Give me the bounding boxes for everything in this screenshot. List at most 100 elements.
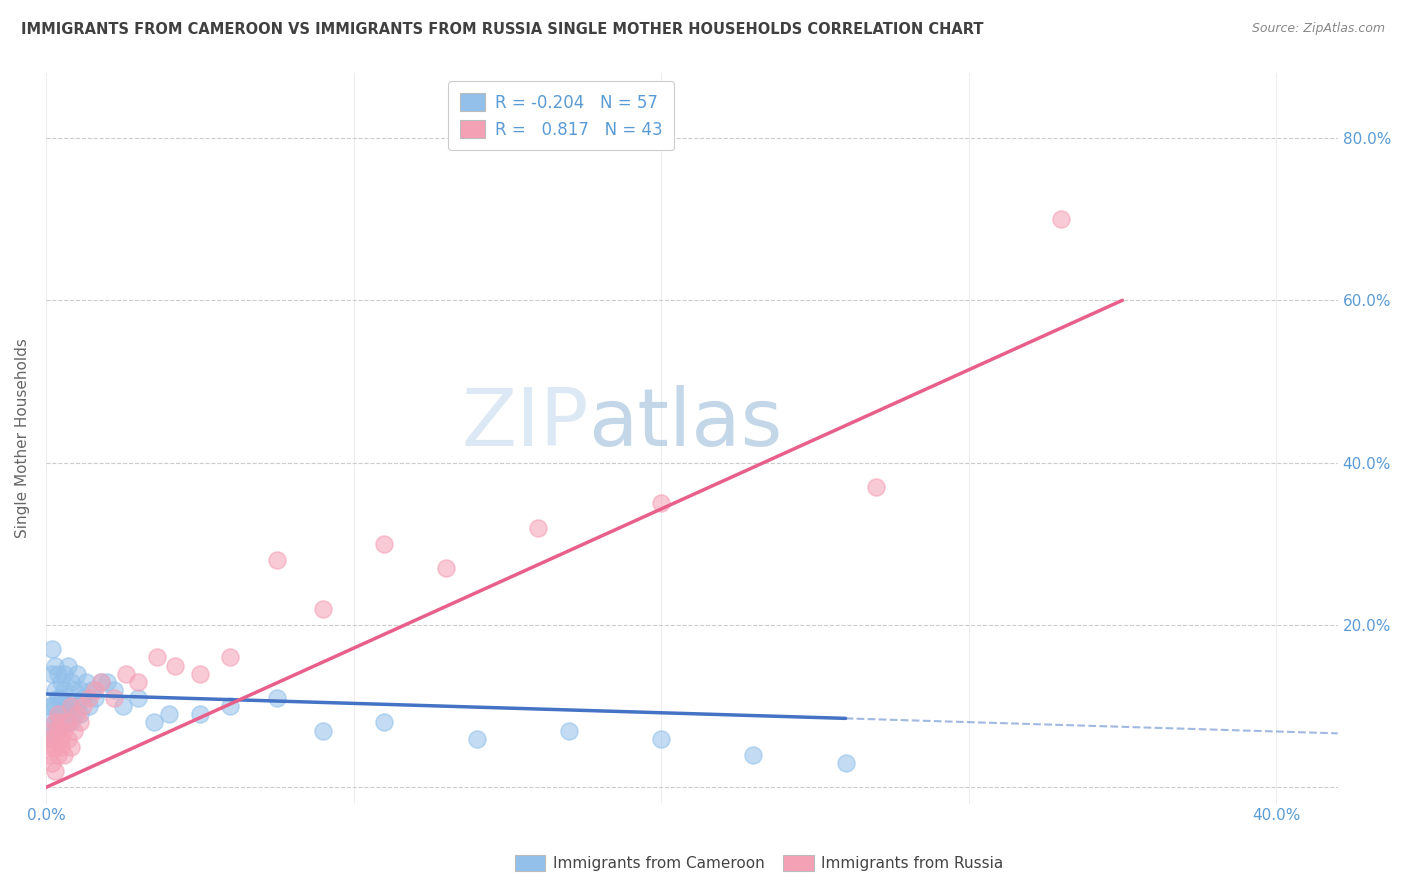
Point (62, 723, 84, 738)
Point (127, 674, 149, 689)
Point (53, 683, 76, 698)
Point (46, 666, 69, 681)
Point (66, 699, 89, 714)
Point (373, 715, 395, 730)
Point (38, 731, 60, 746)
Point (59, 715, 82, 730)
Point (46, 747, 69, 762)
Text: atlas: atlas (589, 384, 783, 463)
Point (38, 715, 60, 730)
Point (165, 658, 187, 673)
Point (66, 707, 89, 722)
Point (44, 715, 66, 730)
Point (1050, 212, 1073, 227)
Point (188, 666, 211, 681)
Point (558, 723, 581, 738)
Point (51, 739, 73, 754)
Point (53, 666, 76, 681)
Point (38, 747, 60, 762)
Point (834, 756, 856, 770)
Point (53, 723, 76, 738)
Point (51, 707, 73, 722)
Y-axis label: Single Mother Households: Single Mother Households (15, 338, 30, 538)
Point (44, 683, 66, 698)
Point (59, 699, 82, 714)
Point (219, 650, 242, 665)
Point (127, 691, 149, 706)
Point (59, 674, 82, 689)
Point (59, 739, 82, 754)
Point (157, 707, 180, 722)
Point (77, 699, 100, 714)
Point (84, 683, 107, 698)
Point (51, 715, 73, 730)
Point (41, 731, 63, 746)
Point (115, 666, 138, 681)
Point (69, 707, 91, 722)
Point (312, 601, 335, 615)
Legend: R = -0.204   N = 57, R =   0.817   N = 43: R = -0.204 N = 57, R = 0.817 N = 43 (449, 81, 675, 151)
Point (53, 699, 76, 714)
Point (434, 561, 457, 575)
Point (44, 731, 66, 746)
Point (96, 674, 118, 689)
Legend: Immigrants from Cameroon, Immigrants from Russia: Immigrants from Cameroon, Immigrants fro… (509, 849, 1010, 877)
Point (41, 666, 63, 681)
Point (51, 674, 73, 689)
Point (82, 683, 104, 698)
Point (145, 650, 167, 665)
Point (44, 723, 66, 738)
Point (56, 715, 79, 730)
Point (650, 731, 672, 746)
Text: Source: ZipAtlas.com: Source: ZipAtlas.com (1251, 22, 1385, 36)
Point (90, 674, 112, 689)
Point (69, 683, 91, 698)
Point (44, 699, 66, 714)
Point (44, 715, 66, 730)
Point (66, 666, 89, 681)
Point (56, 699, 79, 714)
Point (41, 723, 63, 738)
Point (62, 707, 84, 722)
Point (41, 739, 63, 754)
Text: IMMIGRANTS FROM CAMEROON VS IMMIGRANTS FROM RUSSIA SINGLE MOTHER HOUSEHOLDS CORR: IMMIGRANTS FROM CAMEROON VS IMMIGRANTS F… (21, 22, 984, 37)
Point (56, 658, 79, 673)
Point (266, 553, 288, 567)
Point (111, 699, 134, 714)
Point (56, 731, 79, 746)
Point (103, 691, 125, 706)
Point (44, 764, 66, 779)
Point (53, 715, 76, 730)
Point (84, 691, 107, 706)
Point (103, 683, 125, 698)
Point (56, 715, 79, 730)
Point (38, 699, 60, 714)
Point (53, 747, 76, 762)
Point (742, 747, 765, 762)
Point (69, 715, 91, 730)
Point (72, 691, 94, 706)
Point (41, 642, 63, 657)
Point (72, 699, 94, 714)
Point (465, 731, 488, 746)
Text: ZIP: ZIP (461, 384, 589, 463)
Point (44, 739, 66, 754)
Point (46, 691, 69, 706)
Point (62, 683, 84, 698)
Point (266, 691, 288, 706)
Point (51, 691, 73, 706)
Point (373, 537, 395, 551)
Point (46, 707, 69, 722)
Point (650, 496, 672, 510)
Point (142, 715, 165, 730)
Point (527, 520, 550, 534)
Point (51, 715, 73, 730)
Point (77, 691, 100, 706)
Point (46, 707, 69, 722)
Point (51, 731, 73, 746)
Point (865, 480, 887, 494)
Point (312, 723, 335, 738)
Point (188, 707, 211, 722)
Point (90, 674, 112, 689)
Point (44, 658, 66, 673)
